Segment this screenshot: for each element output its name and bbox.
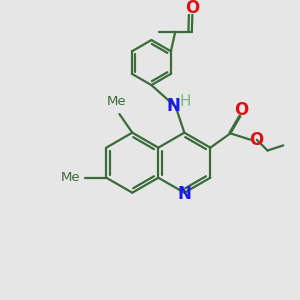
Text: Me: Me	[61, 171, 80, 184]
Text: O: O	[250, 131, 264, 149]
Text: N: N	[178, 185, 192, 203]
Text: O: O	[234, 101, 248, 119]
Text: N: N	[167, 97, 181, 115]
Text: H: H	[179, 94, 190, 109]
Text: Me: Me	[107, 95, 126, 108]
Text: O: O	[186, 0, 200, 17]
